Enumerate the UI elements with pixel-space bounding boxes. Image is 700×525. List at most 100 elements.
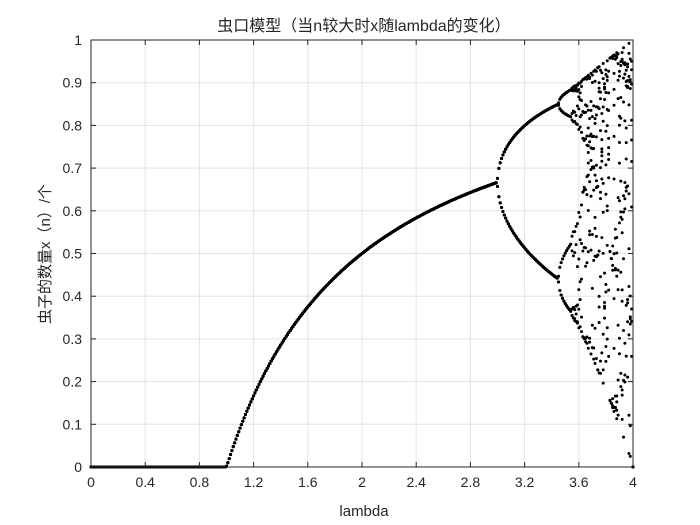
data-point [578,215,582,219]
data-point [254,388,258,392]
data-point [628,424,632,428]
data-point [593,121,597,125]
data-point [597,294,601,298]
data-point [604,282,608,286]
data-point [604,359,608,363]
data-point [620,388,624,392]
data-point [620,299,624,303]
data-point [601,332,605,336]
x-tick-label: 0.4 [135,474,155,490]
data-point [589,158,593,162]
data-point [556,280,560,284]
data-point [612,252,616,256]
data-point [630,307,634,311]
data-point [623,119,627,123]
data-point [575,265,579,269]
data-point [562,254,566,258]
data-point [264,369,268,373]
data-point [600,138,604,142]
data-point [596,253,600,257]
data-point [589,108,593,112]
data-point [573,308,577,312]
x-tick-label: 3.6 [569,474,589,490]
data-point [617,352,621,356]
data-point [628,315,632,319]
data-point [630,319,634,323]
data-point [607,69,611,73]
data-point [267,364,270,368]
data-point [594,234,598,238]
data-point [600,71,604,75]
data-point [612,71,616,75]
chart-title: 虫口模型（当n较大时x随lambda的变化） [217,17,510,35]
y-tick-label: 0.9 [63,75,83,91]
data-point [227,457,231,461]
data-point [627,333,631,337]
data-point [630,159,634,163]
y-tick-label: 0.7 [63,160,83,176]
data-point [593,226,597,230]
data-point [497,195,501,199]
data-point [624,141,628,145]
data-point [501,153,505,157]
x-tick-label: 1.6 [298,474,318,490]
data-point [615,251,619,255]
data-point [611,55,615,59]
data-point [615,235,619,239]
data-point [237,430,241,434]
data-point [611,404,615,408]
data-point [601,77,605,81]
data-point [504,147,508,151]
data-point [252,394,256,398]
data-point [588,336,592,340]
data-point [620,51,624,55]
data-point [584,110,588,114]
data-point [593,215,597,219]
data-point [617,336,621,340]
data-point [601,251,605,255]
data-point [617,221,621,225]
data-point [593,326,597,330]
data-point [617,74,621,78]
x-tick-label: 3.2 [515,474,535,490]
data-point [617,123,621,127]
y-tick-label: 0 [74,459,82,475]
data-point [617,199,621,203]
data-point [612,177,616,181]
data-point [623,380,627,384]
data-point [616,413,620,417]
data-point [573,251,577,255]
data-point [578,298,582,302]
data-point [248,403,252,407]
data-point [577,307,581,311]
data-point [627,41,631,45]
x-tick-label: 4 [629,474,637,490]
data-point [597,107,601,111]
data-point [619,116,623,120]
data-point [501,210,505,213]
data-point [575,123,579,127]
data-point [561,257,565,261]
y-tick-label: 0.6 [63,203,83,219]
data-point [594,135,598,139]
data-point [619,215,623,219]
data-point [613,268,617,272]
data-point [590,81,594,85]
data-point [269,359,273,363]
data-point [612,134,616,138]
data-point [502,150,506,154]
data-point [577,257,581,261]
y-tick-label: 0.5 [63,246,83,262]
data-point [601,181,605,185]
data-point [231,445,235,449]
data-point [245,409,249,413]
data-point [586,209,590,213]
data-point [586,150,590,154]
data-point [619,179,623,183]
data-point [600,236,604,240]
y-tick-label: 0.1 [63,416,83,432]
data-point [616,323,620,327]
data-point [594,113,598,117]
data-point [607,157,611,161]
data-point [580,315,584,319]
